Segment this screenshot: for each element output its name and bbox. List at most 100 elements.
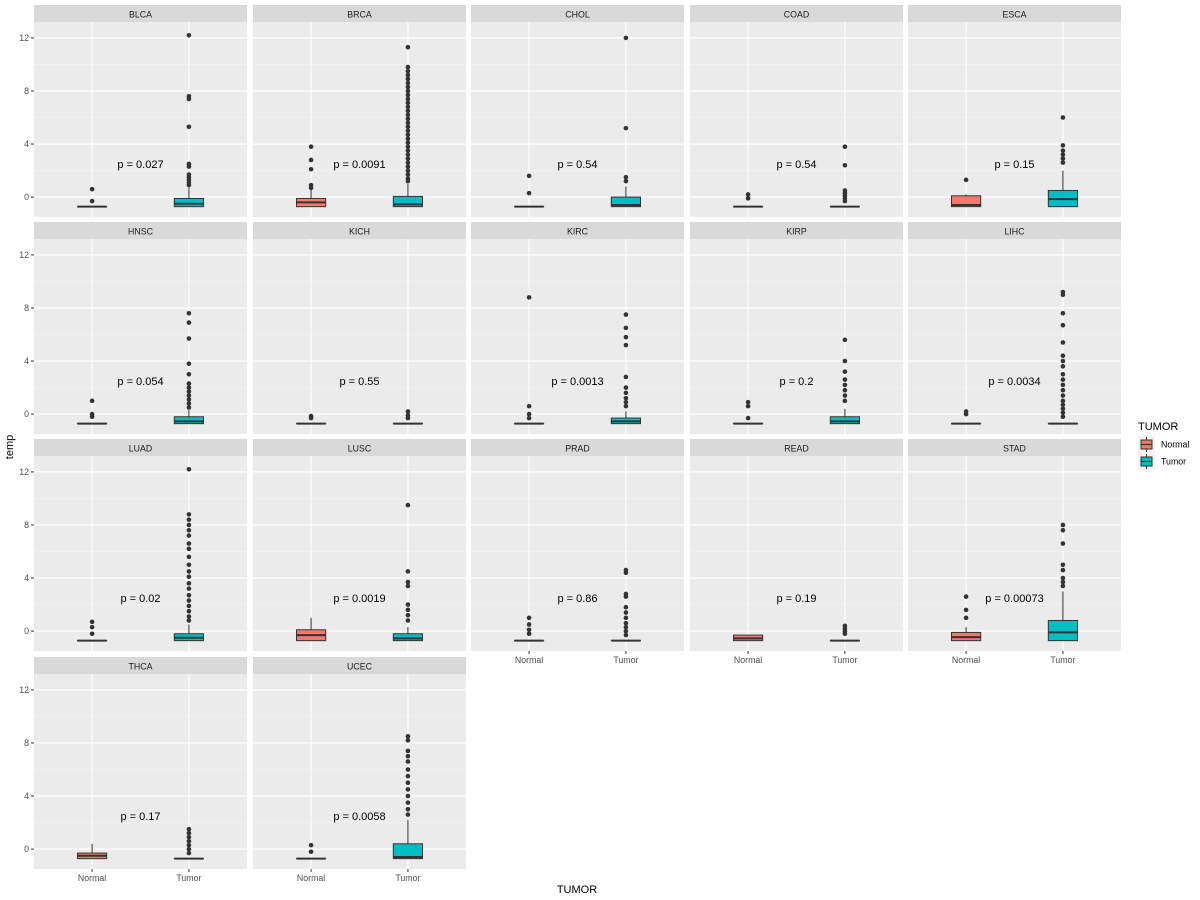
x-tick-label: Normal	[297, 873, 325, 883]
outlier-point	[405, 80, 411, 86]
p-value-label: p = 0.2	[780, 376, 814, 388]
outlier-point	[1060, 410, 1066, 416]
outlier-point	[1060, 567, 1066, 573]
outlier-point	[405, 144, 411, 149]
box-normal	[295, 842, 327, 860]
outlier-point	[308, 849, 314, 855]
outlier-point	[1060, 372, 1066, 377]
box-tumor	[173, 826, 205, 860]
outlier-point	[1060, 562, 1066, 568]
outlier-point	[526, 615, 532, 621]
p-value-label: p = 0.0034	[988, 376, 1040, 388]
facet-strip-label: THCA	[129, 662, 153, 672]
facet-strip	[908, 439, 1121, 456]
panel-coad: COAD p = 0.54	[690, 5, 903, 217]
outlier-point	[623, 35, 629, 41]
outlier-point	[405, 108, 411, 114]
outlier-point	[1060, 583, 1066, 589]
outlier-point	[1060, 292, 1066, 298]
panel-background	[34, 239, 247, 434]
box-body	[392, 633, 424, 642]
facet-strip	[471, 439, 684, 456]
p-value-label: p = 0.0019	[333, 593, 385, 605]
outlier-point	[842, 631, 848, 637]
outlier-point	[623, 620, 629, 626]
outlier-point	[745, 403, 751, 409]
y-tick-label: 8	[24, 86, 29, 96]
outlier-point	[1060, 579, 1066, 585]
box-tumor	[829, 337, 861, 425]
facet-strip-label: CHOL	[565, 10, 590, 20]
outlier-point	[186, 850, 192, 856]
outlier-point	[308, 842, 314, 848]
outlier-point	[308, 185, 314, 191]
panel-kirc: KIRC p = 0.0013	[471, 222, 684, 434]
outlier-point	[186, 533, 192, 538]
panel-prad: PRAD p = 0.86 Normal Tumor	[471, 439, 684, 665]
panel-kirp: KIRP p = 0.2	[690, 222, 903, 434]
outlier-point	[623, 632, 629, 638]
y-tick-label: 4	[24, 139, 29, 149]
panel-brca: BRCA p = 0.0091	[253, 5, 466, 217]
outlier-point	[526, 173, 532, 179]
box-normal	[513, 615, 545, 642]
outlier-point	[405, 807, 411, 812]
outlier-point	[186, 562, 192, 568]
x-tick-label: Normal	[78, 873, 106, 883]
outlier-point	[1060, 160, 1066, 165]
outlier-point	[186, 517, 192, 522]
box-tumor	[392, 502, 424, 642]
x-tick-label: Tumor	[832, 655, 857, 665]
box-tumor	[1047, 522, 1079, 642]
facet-strip	[253, 5, 466, 22]
outlier-point	[405, 152, 411, 157]
outlier-point	[405, 160, 411, 165]
outlier-point	[186, 361, 192, 366]
outlier-point	[89, 414, 95, 420]
box-tumor	[829, 144, 861, 208]
outlier-point	[186, 569, 192, 574]
outlier-point	[842, 337, 848, 343]
outlier-point	[623, 615, 629, 621]
outlier-point	[405, 148, 411, 153]
p-value-label: p = 0.02	[120, 593, 160, 605]
outlier-point	[623, 399, 629, 405]
box-tumor	[392, 44, 424, 208]
box-normal	[295, 617, 327, 642]
outlier-point	[186, 32, 192, 38]
outlier-point	[405, 759, 411, 764]
panel-background	[471, 22, 684, 217]
facet-strip-label: ESCA	[1003, 10, 1027, 20]
outlier-point	[1060, 398, 1066, 404]
panel-background	[253, 456, 466, 651]
legend-entry-tumor: Tumor	[1138, 453, 1186, 470]
box-normal	[76, 619, 108, 642]
outlier-point	[89, 186, 95, 192]
outlier-point	[405, 793, 411, 799]
outlier-point	[1060, 527, 1066, 533]
y-tick-label: 0	[24, 192, 29, 202]
facet-strip-label: LUSC	[348, 444, 372, 454]
outlier-point	[186, 381, 192, 386]
box-normal	[295, 413, 327, 425]
box-body	[392, 843, 424, 860]
outlier-point	[1060, 406, 1066, 412]
outlier-point	[842, 358, 848, 364]
y-tick-label: 12	[19, 33, 29, 43]
outlier-point	[186, 310, 192, 316]
outlier-point	[405, 140, 411, 146]
p-value-label: p = 0.054	[117, 376, 163, 388]
panel-background	[34, 456, 247, 651]
outlier-point	[963, 177, 969, 183]
panel-stad: STAD p = 0.00073 Normal Tumor	[908, 439, 1121, 665]
outlier-point	[405, 44, 411, 50]
box-normal	[76, 186, 108, 208]
y-tick-label: 12	[19, 250, 29, 260]
x-tick-label: Tumor	[395, 873, 420, 883]
panel-background	[34, 22, 247, 217]
outlier-point	[186, 834, 192, 840]
outlier-point	[405, 612, 411, 618]
box-tumor	[829, 623, 861, 642]
box-normal	[732, 192, 764, 208]
facet-strip-label: READ	[784, 444, 808, 454]
